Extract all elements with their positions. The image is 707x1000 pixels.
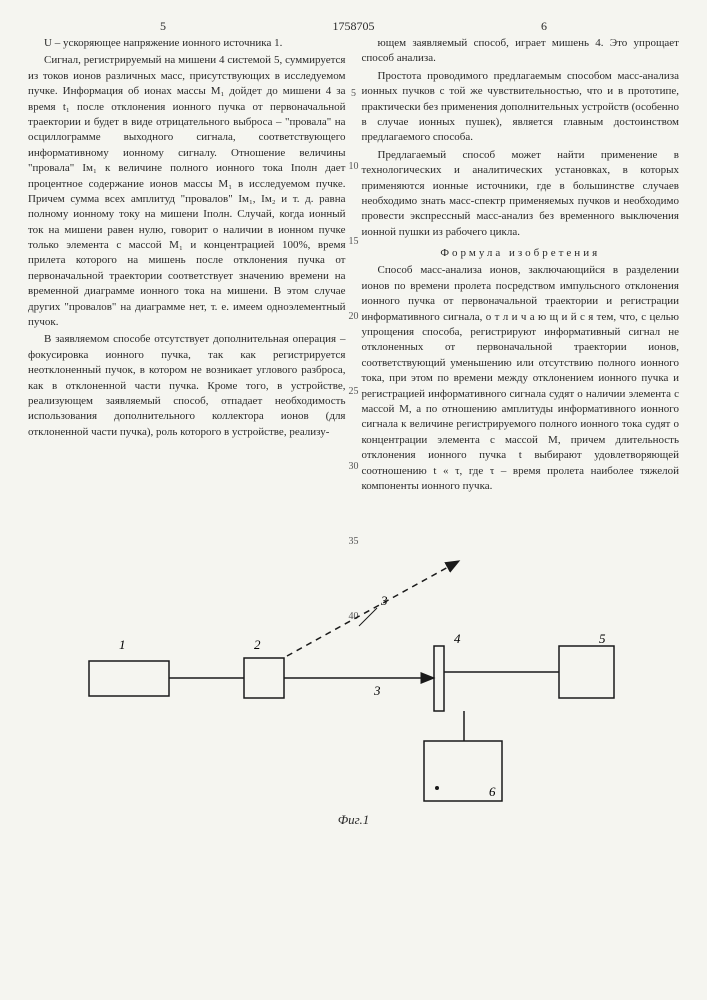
para-r2: Простота проводимого предлагаемым способ… xyxy=(362,69,680,146)
left-column: U – ускоряющее напряжение ионного источн… xyxy=(28,36,346,496)
label-1: 1 xyxy=(119,637,126,652)
page-number-left: 5 xyxy=(160,18,166,35)
label-5: 5 xyxy=(599,631,606,646)
line-number-15: 15 xyxy=(349,235,359,249)
box-5 xyxy=(559,646,614,698)
dashed-beam xyxy=(287,561,459,656)
line-number-30: 30 xyxy=(349,460,359,474)
text-columns: U – ускоряющее напряжение ионного источн… xyxy=(28,36,679,496)
box-4 xyxy=(434,646,444,711)
right-column: ющем заявляемый способ, играет мишень 4.… xyxy=(362,36,680,496)
label-6: 6 xyxy=(489,784,496,799)
line-number-25: 25 xyxy=(349,385,359,399)
figure-caption: Фиг.1 xyxy=(28,811,679,829)
line-number-5: 5 xyxy=(351,87,356,101)
box-2 xyxy=(244,658,284,698)
dot-in-box-6 xyxy=(435,786,439,790)
para-l3: В заявляемом способе отсутствует дополни… xyxy=(28,332,346,440)
page-number-right: 6 xyxy=(541,18,547,35)
line-number-10: 10 xyxy=(349,160,359,174)
figure-1: 1 2 3 3 4 5 6 Фиг.1 xyxy=(28,526,679,806)
label-3b: 3 xyxy=(373,683,381,698)
para-r3: Предлагаемый способ может найти применен… xyxy=(362,148,680,240)
para-l2: Сигнал, регистрируемый на мишени 4 систе… xyxy=(28,53,346,330)
formula-title: Формула изобретения xyxy=(362,246,680,261)
para-r1: ющем заявляемый способ, играет мишень 4.… xyxy=(362,36,680,67)
label-2: 2 xyxy=(254,637,261,652)
para-r4: Способ масс-анализа ионов, заключающийся… xyxy=(362,263,680,494)
schematic-diagram: 1 2 3 3 4 5 6 xyxy=(29,526,679,806)
box-1 xyxy=(89,661,169,696)
para-l1: U – ускоряющее напряжение ионного источн… xyxy=(28,36,346,51)
label-4: 4 xyxy=(454,631,461,646)
line-number-20: 20 xyxy=(349,310,359,324)
document-number: 1758705 xyxy=(333,18,375,35)
label-3a: 3 xyxy=(380,593,388,608)
